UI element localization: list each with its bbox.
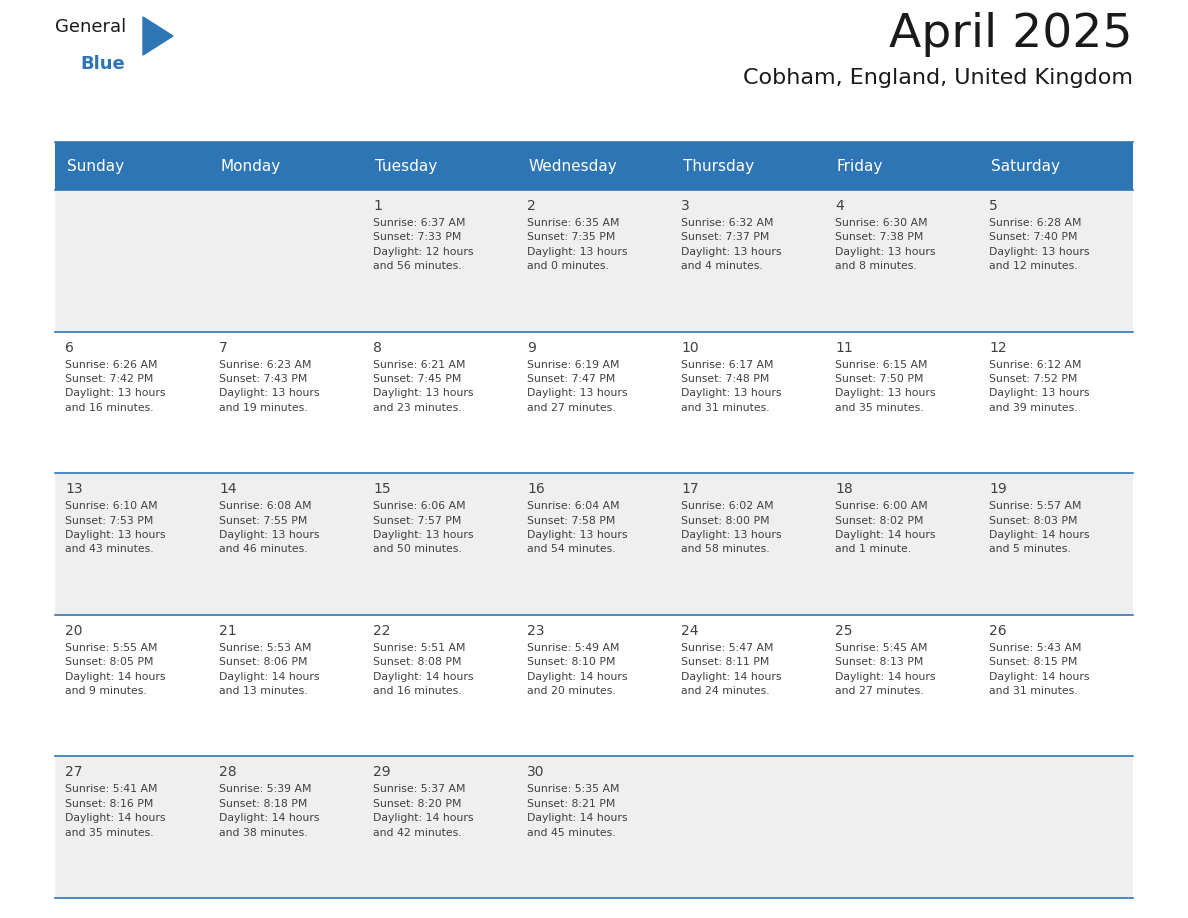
Text: 1: 1 xyxy=(373,199,381,213)
Text: Sunrise: 6:21 AM
Sunset: 7:45 PM
Daylight: 13 hours
and 23 minutes.: Sunrise: 6:21 AM Sunset: 7:45 PM Dayligh… xyxy=(373,360,474,413)
Bar xyxy=(55,473,1133,615)
Text: Sunrise: 6:12 AM
Sunset: 7:52 PM
Daylight: 13 hours
and 39 minutes.: Sunrise: 6:12 AM Sunset: 7:52 PM Dayligh… xyxy=(988,360,1089,413)
Text: Sunrise: 5:37 AM
Sunset: 8:20 PM
Daylight: 14 hours
and 42 minutes.: Sunrise: 5:37 AM Sunset: 8:20 PM Dayligh… xyxy=(373,784,474,837)
Text: Sunrise: 5:41 AM
Sunset: 8:16 PM
Daylight: 14 hours
and 35 minutes.: Sunrise: 5:41 AM Sunset: 8:16 PM Dayligh… xyxy=(65,784,165,837)
Text: 6: 6 xyxy=(65,341,74,354)
Text: Sunrise: 5:35 AM
Sunset: 8:21 PM
Daylight: 14 hours
and 45 minutes.: Sunrise: 5:35 AM Sunset: 8:21 PM Dayligh… xyxy=(527,784,627,837)
Text: Sunrise: 6:10 AM
Sunset: 7:53 PM
Daylight: 13 hours
and 43 minutes.: Sunrise: 6:10 AM Sunset: 7:53 PM Dayligh… xyxy=(65,501,165,554)
Text: 26: 26 xyxy=(988,624,1006,638)
Text: 15: 15 xyxy=(373,482,391,497)
Bar xyxy=(55,142,1133,190)
Text: 4: 4 xyxy=(835,199,843,213)
Text: Friday: Friday xyxy=(838,159,884,174)
Text: Sunrise: 5:51 AM
Sunset: 8:08 PM
Daylight: 14 hours
and 16 minutes.: Sunrise: 5:51 AM Sunset: 8:08 PM Dayligh… xyxy=(373,643,474,696)
Text: Sunrise: 5:55 AM
Sunset: 8:05 PM
Daylight: 14 hours
and 9 minutes.: Sunrise: 5:55 AM Sunset: 8:05 PM Dayligh… xyxy=(65,643,165,696)
Text: 11: 11 xyxy=(835,341,853,354)
Text: Sunrise: 6:08 AM
Sunset: 7:55 PM
Daylight: 13 hours
and 46 minutes.: Sunrise: 6:08 AM Sunset: 7:55 PM Dayligh… xyxy=(219,501,320,554)
Bar xyxy=(55,756,1133,898)
Text: 24: 24 xyxy=(681,624,699,638)
Text: Saturday: Saturday xyxy=(991,159,1060,174)
Bar xyxy=(55,190,1133,331)
Text: April 2025: April 2025 xyxy=(890,12,1133,57)
Text: Sunrise: 5:49 AM
Sunset: 8:10 PM
Daylight: 14 hours
and 20 minutes.: Sunrise: 5:49 AM Sunset: 8:10 PM Dayligh… xyxy=(527,643,627,696)
Text: Sunrise: 6:30 AM
Sunset: 7:38 PM
Daylight: 13 hours
and 8 minutes.: Sunrise: 6:30 AM Sunset: 7:38 PM Dayligh… xyxy=(835,218,935,271)
Text: 29: 29 xyxy=(373,766,391,779)
Text: 12: 12 xyxy=(988,341,1006,354)
Text: Sunrise: 5:53 AM
Sunset: 8:06 PM
Daylight: 14 hours
and 13 minutes.: Sunrise: 5:53 AM Sunset: 8:06 PM Dayligh… xyxy=(219,643,320,696)
Text: Sunday: Sunday xyxy=(67,159,124,174)
Text: 16: 16 xyxy=(527,482,545,497)
Text: Sunrise: 6:04 AM
Sunset: 7:58 PM
Daylight: 13 hours
and 54 minutes.: Sunrise: 6:04 AM Sunset: 7:58 PM Dayligh… xyxy=(527,501,627,554)
Text: 19: 19 xyxy=(988,482,1006,497)
Text: Sunrise: 6:00 AM
Sunset: 8:02 PM
Daylight: 14 hours
and 1 minute.: Sunrise: 6:00 AM Sunset: 8:02 PM Dayligh… xyxy=(835,501,935,554)
Text: Sunrise: 6:06 AM
Sunset: 7:57 PM
Daylight: 13 hours
and 50 minutes.: Sunrise: 6:06 AM Sunset: 7:57 PM Dayligh… xyxy=(373,501,474,554)
Text: Blue: Blue xyxy=(80,55,125,73)
Text: 22: 22 xyxy=(373,624,391,638)
Text: 9: 9 xyxy=(527,341,536,354)
Text: Sunrise: 6:17 AM
Sunset: 7:48 PM
Daylight: 13 hours
and 31 minutes.: Sunrise: 6:17 AM Sunset: 7:48 PM Dayligh… xyxy=(681,360,782,413)
Text: Sunrise: 6:32 AM
Sunset: 7:37 PM
Daylight: 13 hours
and 4 minutes.: Sunrise: 6:32 AM Sunset: 7:37 PM Dayligh… xyxy=(681,218,782,271)
Text: 27: 27 xyxy=(65,766,82,779)
Text: 7: 7 xyxy=(219,341,228,354)
Text: Cobham, England, United Kingdom: Cobham, England, United Kingdom xyxy=(742,68,1133,88)
Text: 13: 13 xyxy=(65,482,83,497)
Text: 30: 30 xyxy=(527,766,544,779)
Text: Sunrise: 6:02 AM
Sunset: 8:00 PM
Daylight: 13 hours
and 58 minutes.: Sunrise: 6:02 AM Sunset: 8:00 PM Dayligh… xyxy=(681,501,782,554)
Text: Sunrise: 6:23 AM
Sunset: 7:43 PM
Daylight: 13 hours
and 19 minutes.: Sunrise: 6:23 AM Sunset: 7:43 PM Dayligh… xyxy=(219,360,320,413)
Text: Sunrise: 5:45 AM
Sunset: 8:13 PM
Daylight: 14 hours
and 27 minutes.: Sunrise: 5:45 AM Sunset: 8:13 PM Dayligh… xyxy=(835,643,935,696)
Text: Sunrise: 5:39 AM
Sunset: 8:18 PM
Daylight: 14 hours
and 38 minutes.: Sunrise: 5:39 AM Sunset: 8:18 PM Dayligh… xyxy=(219,784,320,837)
Text: 28: 28 xyxy=(219,766,236,779)
Text: 18: 18 xyxy=(835,482,853,497)
Text: 20: 20 xyxy=(65,624,82,638)
Text: Sunrise: 6:35 AM
Sunset: 7:35 PM
Daylight: 13 hours
and 0 minutes.: Sunrise: 6:35 AM Sunset: 7:35 PM Dayligh… xyxy=(527,218,627,271)
Text: Sunrise: 6:26 AM
Sunset: 7:42 PM
Daylight: 13 hours
and 16 minutes.: Sunrise: 6:26 AM Sunset: 7:42 PM Dayligh… xyxy=(65,360,165,413)
Bar xyxy=(55,615,1133,756)
Text: Sunrise: 6:28 AM
Sunset: 7:40 PM
Daylight: 13 hours
and 12 minutes.: Sunrise: 6:28 AM Sunset: 7:40 PM Dayligh… xyxy=(988,218,1089,271)
Text: Monday: Monday xyxy=(221,159,282,174)
Text: Wednesday: Wednesday xyxy=(529,159,618,174)
Text: 25: 25 xyxy=(835,624,853,638)
Text: Sunrise: 5:47 AM
Sunset: 8:11 PM
Daylight: 14 hours
and 24 minutes.: Sunrise: 5:47 AM Sunset: 8:11 PM Dayligh… xyxy=(681,643,782,696)
Text: Sunrise: 6:15 AM
Sunset: 7:50 PM
Daylight: 13 hours
and 35 minutes.: Sunrise: 6:15 AM Sunset: 7:50 PM Dayligh… xyxy=(835,360,935,413)
Text: Sunrise: 6:37 AM
Sunset: 7:33 PM
Daylight: 12 hours
and 56 minutes.: Sunrise: 6:37 AM Sunset: 7:33 PM Dayligh… xyxy=(373,218,474,271)
Polygon shape xyxy=(143,17,173,55)
Text: 23: 23 xyxy=(527,624,544,638)
Text: 8: 8 xyxy=(373,341,381,354)
Text: 21: 21 xyxy=(219,624,236,638)
Text: 14: 14 xyxy=(219,482,236,497)
Text: Thursday: Thursday xyxy=(683,159,754,174)
Text: 17: 17 xyxy=(681,482,699,497)
Text: 2: 2 xyxy=(527,199,536,213)
Text: Sunrise: 6:19 AM
Sunset: 7:47 PM
Daylight: 13 hours
and 27 minutes.: Sunrise: 6:19 AM Sunset: 7:47 PM Dayligh… xyxy=(527,360,627,413)
Text: General: General xyxy=(55,18,126,36)
Text: 3: 3 xyxy=(681,199,690,213)
Text: Sunrise: 5:57 AM
Sunset: 8:03 PM
Daylight: 14 hours
and 5 minutes.: Sunrise: 5:57 AM Sunset: 8:03 PM Dayligh… xyxy=(988,501,1089,554)
Text: Tuesday: Tuesday xyxy=(375,159,437,174)
Text: 5: 5 xyxy=(988,199,998,213)
Text: Sunrise: 5:43 AM
Sunset: 8:15 PM
Daylight: 14 hours
and 31 minutes.: Sunrise: 5:43 AM Sunset: 8:15 PM Dayligh… xyxy=(988,643,1089,696)
Text: 10: 10 xyxy=(681,341,699,354)
Bar xyxy=(55,331,1133,473)
